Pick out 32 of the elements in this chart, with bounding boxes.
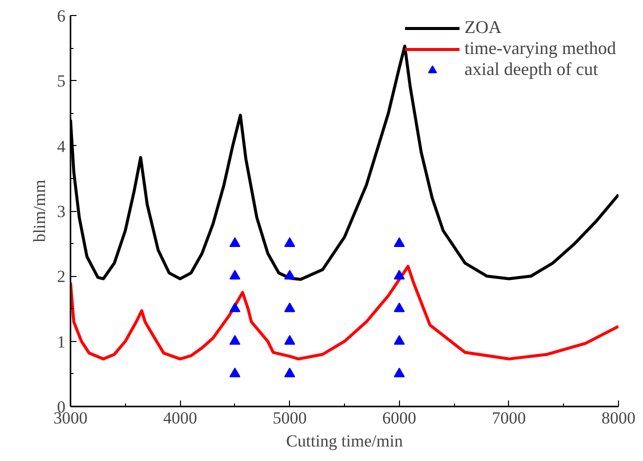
point [284, 335, 296, 345]
point [229, 302, 240, 312]
point [394, 237, 405, 247]
legend-label: time-varying method [464, 38, 616, 59]
point [229, 335, 240, 345]
x-tick-label: 6000 [382, 408, 416, 428]
point [394, 335, 405, 345]
point [284, 302, 296, 312]
y-tick-label: 1 [57, 332, 66, 352]
y-axis-title: blim/mm [30, 180, 49, 242]
x-tick-label: 8000 [602, 408, 636, 428]
point [229, 368, 240, 378]
y-tick-label: 2 [57, 267, 66, 286]
point [284, 368, 296, 378]
legend-label: axial deepth of cut [464, 59, 598, 80]
point [284, 270, 296, 280]
point [394, 368, 405, 378]
line-series [70, 264, 618, 360]
x-tick-label: 5000 [272, 408, 307, 428]
point [394, 302, 405, 312]
y-tick-label: 4 [57, 136, 66, 156]
legend-label: ZOA [464, 17, 502, 38]
point [394, 270, 405, 280]
x-tick-label: 4000 [163, 408, 198, 428]
y-tick-label: 6 [57, 6, 66, 26]
y-tick-label: 3 [57, 202, 66, 221]
x-axis-title: Cutting time/min [286, 432, 404, 450]
point [229, 237, 240, 247]
y-tick-label: 5 [57, 72, 66, 91]
point [229, 270, 240, 280]
point [284, 237, 296, 247]
x-tick-label: 7000 [492, 408, 526, 428]
